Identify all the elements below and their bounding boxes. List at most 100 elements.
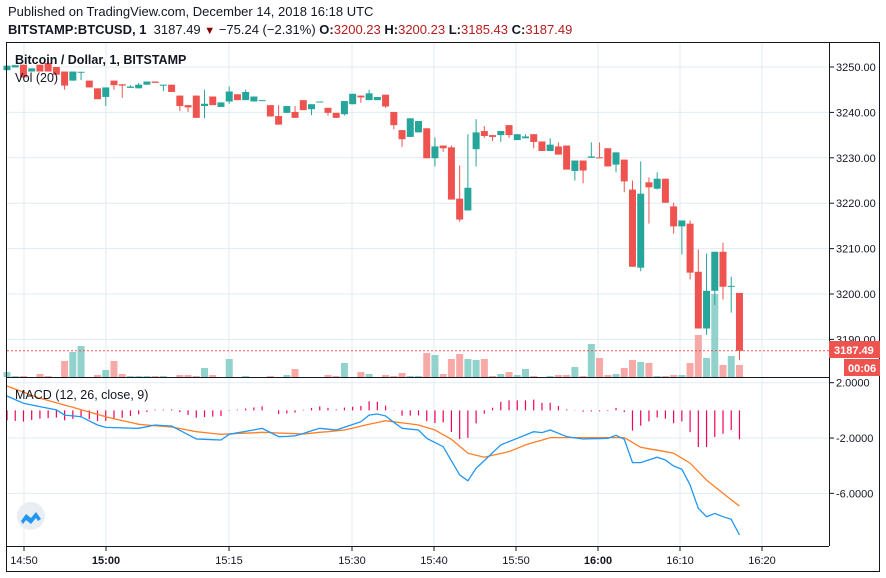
volume-bar bbox=[439, 374, 447, 377]
volume-bar bbox=[711, 294, 719, 377]
tradingview-logo-icon[interactable] bbox=[17, 502, 45, 530]
candle-body bbox=[431, 146, 439, 159]
candle-body bbox=[77, 71, 85, 73]
volume-bar bbox=[571, 367, 579, 377]
candle-body bbox=[250, 96, 258, 102]
close-label: C: bbox=[511, 22, 526, 37]
volume-bar bbox=[645, 363, 653, 377]
candle-body bbox=[52, 67, 60, 75]
volume-bar bbox=[521, 369, 529, 377]
volume-bar bbox=[546, 376, 554, 377]
candle-body bbox=[645, 182, 653, 188]
macd-tick-label: -2.0000 bbox=[836, 433, 873, 445]
candle-body bbox=[209, 96, 217, 106]
candle-body bbox=[735, 292, 743, 351]
volume-bar bbox=[735, 365, 743, 377]
volume-bar bbox=[340, 363, 348, 377]
candle-body bbox=[505, 125, 513, 136]
volume-bar bbox=[670, 375, 678, 377]
volume-bar bbox=[719, 365, 727, 377]
volume-bar bbox=[563, 375, 571, 377]
last-price-tag-text: 3187.49 bbox=[834, 345, 874, 357]
candle-body bbox=[192, 95, 200, 118]
candle-body bbox=[11, 65, 19, 68]
candle-body bbox=[628, 189, 636, 267]
legend-title[interactable]: Bitcoin / Dollar, 1, BITSTAMP bbox=[15, 53, 186, 67]
price-tick-label: 3220.00 bbox=[836, 198, 876, 210]
candle-body bbox=[176, 95, 184, 107]
legend-volume[interactable]: Vol (20) bbox=[15, 71, 58, 85]
candle-body bbox=[332, 112, 340, 118]
grid bbox=[7, 43, 829, 546]
candle-body bbox=[415, 121, 422, 133]
volume-bar bbox=[118, 374, 126, 377]
volume-bar bbox=[406, 376, 414, 377]
candle-body bbox=[143, 81, 151, 85]
volume-bar bbox=[266, 376, 274, 377]
volume-bar bbox=[19, 376, 27, 377]
time-tick-label: 16:10 bbox=[666, 555, 694, 567]
candle-body bbox=[711, 251, 719, 291]
legend-macd[interactable]: MACD (12, 26, close, 9) bbox=[15, 388, 148, 402]
volume-bar bbox=[678, 375, 686, 377]
last-price-tag bbox=[829, 341, 880, 358]
candle-body bbox=[546, 144, 554, 151]
candle-body bbox=[521, 136, 529, 139]
volume-bar bbox=[382, 375, 390, 377]
candle-body bbox=[308, 104, 316, 110]
candle-body bbox=[513, 134, 521, 141]
volume-bar bbox=[497, 374, 505, 377]
price-tick-label: 3240.00 bbox=[836, 107, 876, 119]
time-tick-label: 15:50 bbox=[502, 555, 530, 567]
volume-bar bbox=[283, 375, 291, 377]
candle-body bbox=[102, 87, 110, 97]
volume-bars bbox=[3, 294, 743, 377]
volume-bar bbox=[554, 375, 562, 377]
candle-body bbox=[275, 116, 283, 125]
volume-bar bbox=[398, 373, 406, 377]
candle-body bbox=[587, 156, 595, 158]
volume-bar bbox=[661, 376, 669, 377]
candle-body bbox=[118, 84, 126, 86]
candle-body bbox=[464, 187, 472, 211]
volume-bar bbox=[365, 374, 373, 377]
open-label: O: bbox=[319, 22, 334, 37]
candle-body bbox=[349, 93, 357, 105]
volume-bar bbox=[44, 376, 52, 377]
candle-body bbox=[266, 105, 274, 117]
volume-bar bbox=[653, 376, 661, 377]
candle-body bbox=[554, 146, 562, 155]
volume-bar bbox=[686, 363, 694, 377]
volume-bar bbox=[102, 370, 110, 377]
candle-body bbox=[44, 62, 52, 72]
volume-bar bbox=[209, 375, 217, 377]
candle-body bbox=[447, 147, 455, 200]
volume-bar bbox=[151, 376, 159, 377]
volume-bar bbox=[456, 354, 464, 377]
candle-body bbox=[159, 84, 167, 86]
volume-bar bbox=[447, 359, 455, 377]
candle-body bbox=[596, 157, 604, 159]
axes: 3250.00 3240.00 3230.00 3220.00 3210.00 3200.… bbox=[10, 62, 876, 567]
volume-bar bbox=[11, 376, 19, 377]
volume-bar bbox=[505, 372, 513, 377]
candle-body bbox=[670, 206, 678, 227]
volume-bar bbox=[489, 376, 497, 377]
last-price: 3187.49 bbox=[153, 22, 201, 37]
candle-body bbox=[612, 152, 620, 165]
candle-body bbox=[661, 178, 669, 203]
candle-body bbox=[406, 118, 414, 137]
volume-bar bbox=[727, 356, 735, 377]
candle-body bbox=[201, 103, 209, 107]
volume-bar bbox=[628, 360, 636, 377]
candle-body bbox=[126, 86, 134, 88]
volume-bar bbox=[596, 358, 604, 377]
candle-body bbox=[36, 64, 44, 72]
candle-body bbox=[184, 105, 192, 108]
candle-body bbox=[530, 134, 538, 142]
candle-body bbox=[242, 91, 250, 101]
volume-bar bbox=[242, 376, 250, 377]
candle-body bbox=[719, 251, 727, 287]
volume-bar bbox=[324, 375, 332, 377]
